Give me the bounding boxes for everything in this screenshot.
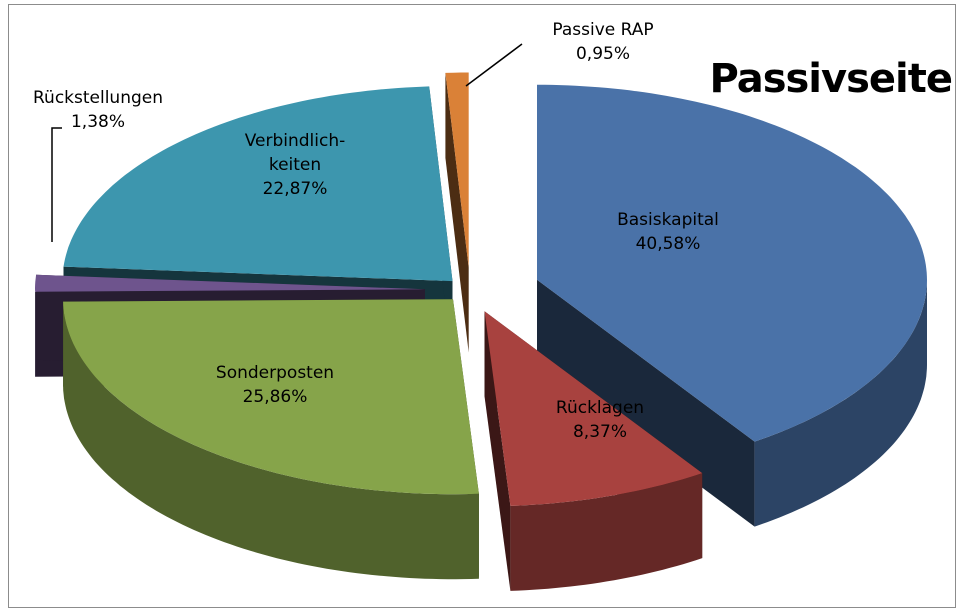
slice-top: [484, 311, 703, 506]
value-label: 40,58%: [635, 234, 701, 254]
slice-wall: [445, 72, 469, 353]
data-label: Rückstellungen 1,38%: [33, 86, 163, 134]
leader-line: [51, 127, 62, 242]
category-label: Basiskapital: [617, 210, 719, 230]
value-label: 8,37%: [572, 422, 627, 442]
pie-slice: [537, 84, 927, 527]
slice-wall: [484, 311, 511, 591]
slice-top: [63, 86, 453, 282]
pie-slice: [484, 311, 703, 591]
slice-top: [35, 274, 425, 292]
pie-slice: [445, 72, 469, 353]
data-label: Sonderposten 25,86%: [216, 361, 334, 409]
data-label: Verbindlich-keiten 22,87%: [239, 129, 351, 201]
slice-top: [63, 299, 479, 495]
data-label: Rücklagen 8,37%: [556, 396, 644, 444]
category-label: Rücklagen: [555, 398, 645, 418]
slice-top: [445, 72, 469, 268]
chart-title: Passivseite: [709, 56, 953, 102]
value-label: 25,86%: [242, 387, 308, 407]
category-label: Sonderposten: [215, 363, 335, 383]
slice-side: [510, 473, 703, 591]
slice-wall: [537, 279, 755, 527]
category-label: Passive RAP: [552, 20, 654, 40]
value-label: 22,87%: [262, 179, 328, 199]
slice-side: [63, 301, 479, 580]
category-label: Verbindlich-keiten: [244, 131, 346, 175]
category-label: Rückstellungen: [32, 88, 164, 108]
value-label: 1,38%: [70, 112, 126, 132]
value-label: 0,95%: [575, 44, 630, 64]
data-label: Passive RAP 0,95%: [552, 18, 653, 66]
slice-top: [537, 84, 927, 442]
data-label: Basiskapital 40,58%: [617, 208, 719, 256]
chart-frame: [8, 4, 956, 608]
pie-slice: [63, 299, 479, 580]
leader-line: [465, 43, 523, 87]
slice-side: [754, 279, 927, 527]
